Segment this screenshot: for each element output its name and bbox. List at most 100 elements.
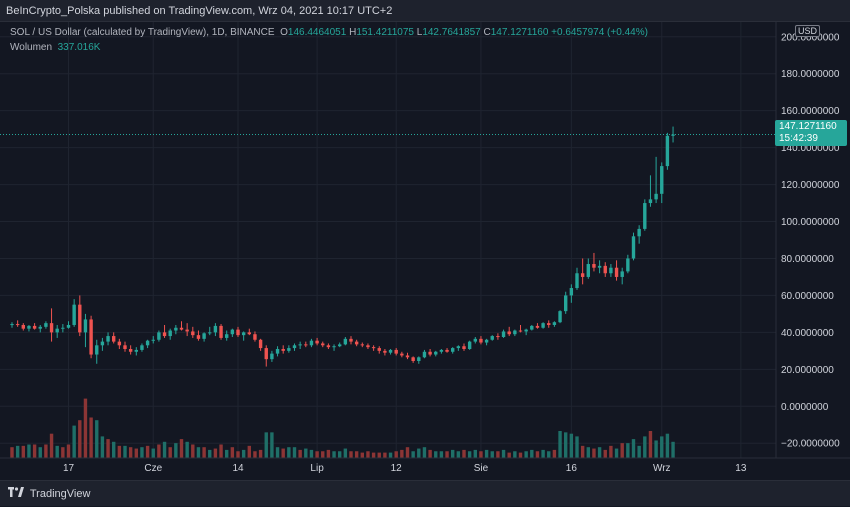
volume-bar — [309, 449, 314, 458]
currency-badge[interactable]: USD — [794, 25, 820, 37]
volume-value: 337.016K — [57, 42, 101, 53]
volume-bar — [196, 447, 201, 458]
volume-bar — [383, 452, 387, 458]
volume-bar — [44, 444, 48, 458]
candle-body — [55, 328, 59, 333]
candle-body — [202, 333, 206, 339]
volume-bar — [575, 436, 579, 458]
time-tick-label: Cze — [144, 463, 162, 474]
candle — [654, 156, 658, 204]
volume-bar — [219, 444, 223, 458]
candle-body — [354, 341, 359, 345]
candle — [535, 323, 540, 329]
tradingview-logo-icon — [8, 481, 24, 507]
time-tick-label: 14 — [232, 463, 244, 474]
candle-body — [665, 135, 670, 167]
candle-body — [456, 346, 461, 349]
volume-bar — [631, 439, 636, 458]
volume-bar — [400, 449, 404, 458]
candle-body — [270, 353, 274, 360]
candle — [631, 232, 636, 261]
volume-bar — [434, 451, 438, 458]
candle — [467, 340, 472, 350]
candle — [253, 331, 257, 342]
volume-bar — [439, 451, 444, 458]
candle — [10, 322, 14, 328]
candle-body — [304, 344, 308, 346]
volume-bar — [541, 449, 545, 458]
volume-bar — [671, 441, 675, 458]
candle-body — [513, 330, 517, 335]
volume-bar — [371, 452, 376, 458]
candle — [321, 341, 325, 348]
candle-body — [106, 336, 110, 342]
footer-brand[interactable]: TradingView — [0, 480, 850, 506]
price-tick-label: 100.0000000 — [781, 217, 840, 228]
candle — [434, 350, 438, 357]
candle — [32, 323, 37, 330]
candle-body — [145, 340, 150, 346]
candle-body — [213, 325, 218, 333]
candle-body — [253, 334, 257, 340]
candle — [354, 339, 359, 347]
candle-body — [185, 329, 189, 332]
candle — [451, 347, 455, 354]
candle — [400, 351, 404, 358]
candle — [191, 326, 195, 338]
candle — [637, 225, 641, 244]
candle — [55, 324, 59, 338]
open-label: O — [280, 27, 288, 38]
volume-bar — [128, 447, 133, 458]
time-tick-label: Sie — [474, 463, 489, 474]
candle — [660, 162, 664, 204]
price-tick-label: 160.0000000 — [781, 106, 840, 117]
candle — [21, 323, 25, 331]
candle — [479, 336, 483, 345]
candle — [360, 342, 364, 348]
candle — [140, 343, 144, 352]
candle — [597, 260, 602, 274]
volume-bar — [360, 452, 364, 458]
volume-bar — [417, 448, 421, 458]
candle — [236, 326, 240, 337]
volume-bar — [580, 445, 585, 458]
volume-bar — [496, 451, 500, 458]
candle-body — [671, 134, 675, 136]
volume-bar — [490, 451, 494, 458]
candle — [112, 332, 116, 344]
candle-body — [208, 332, 212, 334]
candle — [439, 349, 444, 354]
volume-bar — [445, 451, 449, 458]
price-tick-label: 180.0000000 — [781, 69, 840, 80]
volume-bar — [405, 447, 410, 458]
candle — [592, 252, 596, 272]
volume-bar — [620, 443, 624, 458]
candle — [484, 338, 489, 346]
volume-bar — [586, 447, 590, 458]
candle — [490, 335, 494, 341]
price-tick-label: 80.0000000 — [781, 254, 834, 265]
time-tick-label: 16 — [566, 463, 578, 474]
candle — [179, 321, 184, 331]
volume-bar — [422, 447, 427, 458]
volume-bar — [321, 451, 325, 458]
candle-body — [490, 336, 494, 340]
candle-body — [643, 203, 647, 229]
candle-body — [535, 325, 540, 328]
candle-body — [400, 353, 404, 356]
candle-body — [371, 347, 376, 349]
volume-bar — [597, 447, 602, 458]
candle — [106, 332, 110, 346]
price-chart[interactable]: 200.0000000180.0000000160.0000000140.000… — [0, 22, 850, 480]
candle — [547, 320, 551, 328]
volume-bar — [326, 449, 331, 458]
candle — [507, 326, 511, 337]
volume-bar — [484, 449, 489, 458]
candle — [281, 345, 285, 354]
candle — [15, 320, 20, 327]
candle-body — [230, 329, 235, 335]
candle-body — [547, 323, 551, 325]
volume-bar — [366, 451, 370, 458]
close-value: 147.1271160 — [490, 27, 549, 38]
candle-body — [10, 324, 14, 326]
